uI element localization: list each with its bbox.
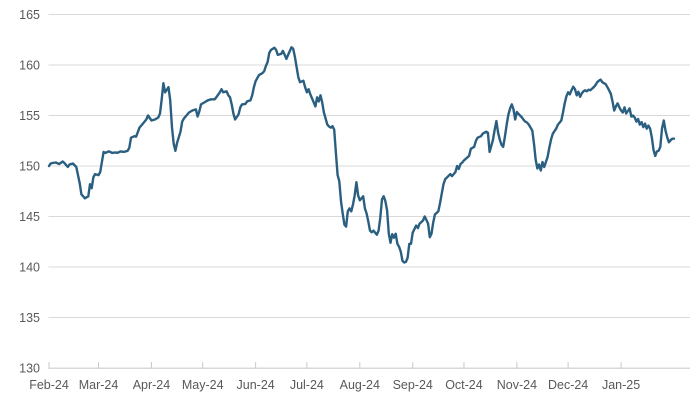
x-axis-tick-label: Jan-25 <box>602 378 640 392</box>
y-axis-tick-label: 145 <box>19 210 40 224</box>
y-axis-tick-label: 165 <box>19 8 40 22</box>
x-axis-tick-label: Feb-24 <box>29 378 69 392</box>
x-axis-tick-label: Jun-24 <box>237 378 275 392</box>
y-axis-tick-label: 130 <box>19 362 40 376</box>
x-axis-tick-label: Oct-24 <box>445 378 483 392</box>
y-axis-tick-label: 150 <box>19 160 40 174</box>
y-axis-tick-label: 155 <box>19 109 40 123</box>
y-axis-tick-label: 135 <box>19 311 40 325</box>
x-axis-tick-label: Apr-24 <box>133 378 171 392</box>
x-axis-tick-label: Nov-24 <box>497 378 537 392</box>
x-axis-tick-label: Jul-24 <box>290 378 324 392</box>
x-axis-tick-label: May-24 <box>182 378 224 392</box>
y-axis-tick-label: 140 <box>19 261 40 275</box>
x-axis-tick-label: Mar-24 <box>79 378 119 392</box>
x-axis-tick-label: Aug-24 <box>340 378 380 392</box>
x-axis-tick-label: Sep-24 <box>393 378 433 392</box>
data-series-line <box>47 46 676 264</box>
x-axis-tick-label: Dec-24 <box>548 378 588 392</box>
y-axis-tick-label: 160 <box>19 59 40 73</box>
